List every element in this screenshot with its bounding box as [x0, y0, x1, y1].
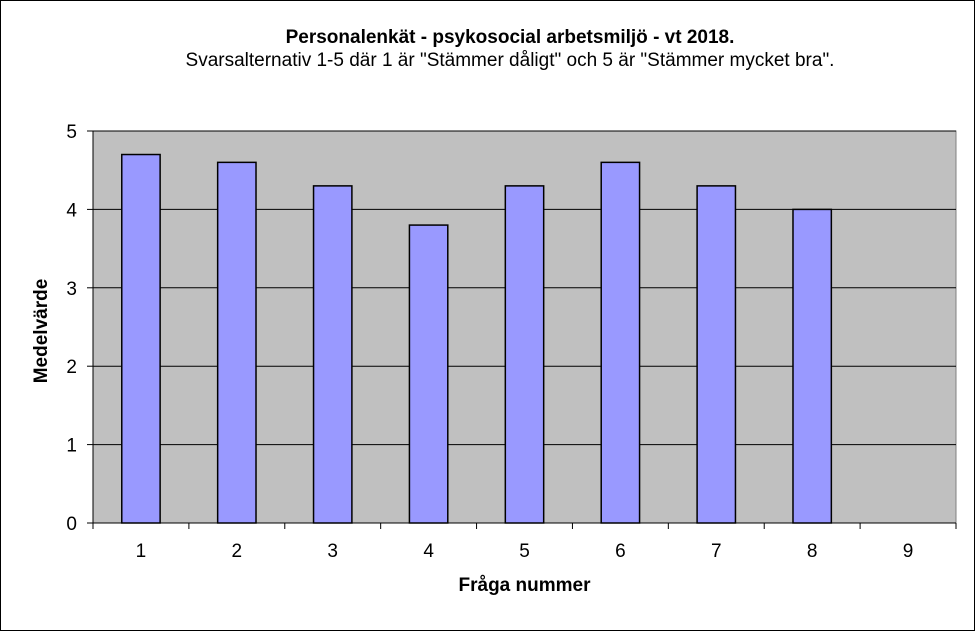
x-tick-label: 1 — [136, 541, 147, 562]
bar-2 — [216, 161, 257, 524]
x-tick-label: 5 — [519, 541, 530, 562]
y-tick-label: 4 — [66, 200, 77, 221]
y-tick-label: 5 — [66, 122, 77, 143]
axes — [87, 130, 957, 529]
bar-4 — [408, 224, 449, 524]
chart-title: Personalenkät - psykosocial arbetsmiljö … — [285, 27, 735, 48]
x-tick-label: 2 — [232, 541, 243, 562]
y-axis-label: Medelvärde — [31, 278, 52, 384]
x-tick-label: 4 — [423, 541, 434, 562]
chart-subtitle: Svarsalternativ 1-5 där 1 är "Stämmer då… — [185, 50, 835, 71]
bars — [121, 153, 833, 524]
bar-8 — [792, 208, 833, 524]
x-tick-label: 9 — [903, 541, 914, 562]
x-tick-label: 7 — [711, 541, 722, 562]
x-tick-label: 6 — [615, 541, 626, 562]
bar-5 — [504, 185, 545, 524]
bar-6 — [600, 161, 641, 524]
x-tick-label: 8 — [807, 541, 818, 562]
bar-7 — [696, 185, 737, 524]
y-tick-label: 0 — [66, 514, 77, 535]
bar-1 — [121, 153, 161, 524]
tick-labels: 0 1 2 3 4 5 1 2 3 4 5 6 7 8 9 — [66, 122, 913, 562]
bar-3 — [312, 185, 353, 524]
y-tick-label: 1 — [66, 436, 77, 457]
x-axis-label: Fråga nummer — [458, 575, 591, 596]
y-tick-label: 2 — [66, 357, 77, 378]
x-tick-label: 3 — [327, 541, 338, 562]
y-tick-label: 3 — [66, 279, 77, 300]
